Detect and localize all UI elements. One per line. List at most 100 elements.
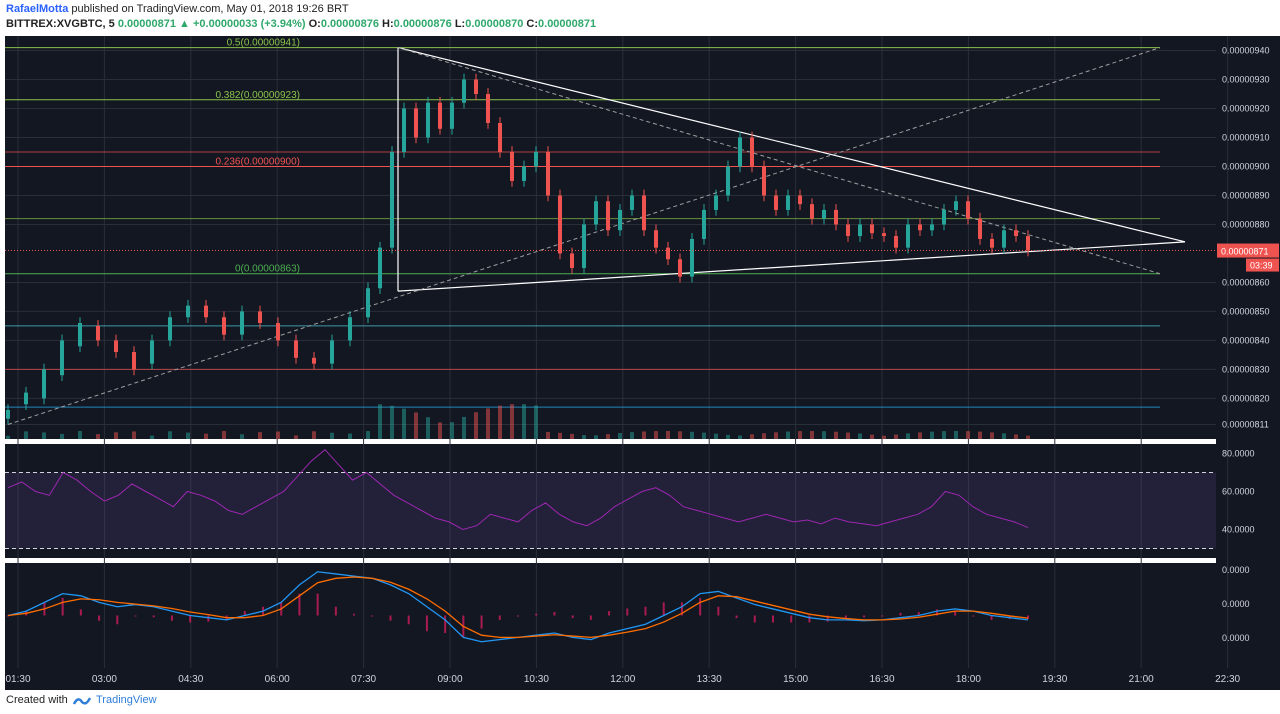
candle-body: [798, 195, 802, 205]
candle-body: [870, 224, 874, 234]
volume-bar: [462, 416, 466, 439]
candle-body: [810, 204, 814, 219]
macd-histogram-bar: [717, 606, 720, 616]
candle-body: [846, 224, 850, 237]
countdown-tag-label: 03:39: [1250, 261, 1273, 271]
candle-body: [510, 151, 514, 181]
macd-histogram-bar: [207, 615, 210, 622]
y-tick-label: 0.00000930: [1222, 74, 1270, 84]
candle-body: [150, 340, 154, 364]
y-tick-label: 0.00000840: [1222, 335, 1270, 345]
candle-body: [882, 233, 886, 237]
y-tick-label: 0.00000890: [1222, 190, 1270, 200]
macd-histogram-bar: [170, 615, 173, 621]
macd-histogram-bar: [498, 615, 501, 620]
macd-histogram-bar: [334, 606, 337, 616]
volume-bar: [498, 405, 502, 439]
triangle-upper-line: [397, 47, 1186, 243]
volume-bar: [390, 405, 394, 439]
candle-body: [714, 195, 718, 210]
candle-body: [834, 209, 838, 225]
volume-bar: [132, 431, 136, 439]
volume-bar: [570, 433, 574, 439]
macd-histogram-bar: [98, 615, 101, 621]
candle-body: [366, 288, 370, 318]
x-tick-label: 15:00: [783, 674, 808, 685]
x-tick-label: 09:00: [437, 674, 462, 685]
macd-histogram-bar: [790, 615, 793, 623]
candle-body: [966, 201, 970, 219]
macd-histogram-bar: [753, 615, 756, 623]
macd-histogram-bar: [881, 615, 884, 617]
candle-body: [642, 195, 646, 231]
volume-bar: [42, 432, 46, 439]
candle-body: [204, 305, 208, 318]
rsi-pane: [5, 444, 1216, 558]
candle-body: [114, 340, 118, 353]
y-tick-label: 0.00000860: [1222, 277, 1270, 287]
macd-histogram-bar: [954, 611, 957, 616]
candle-body: [630, 195, 634, 210]
macd-histogram-bar: [917, 612, 920, 616]
candle-body: [222, 317, 226, 335]
x-tick-label: 19:30: [1042, 674, 1067, 685]
rsi-tick-label: 60.0000: [1222, 487, 1255, 497]
macd-histogram-bar: [990, 615, 993, 620]
published-text: published on TradingView.com, May 01, 20…: [71, 3, 349, 15]
candle-body: [918, 224, 922, 231]
publish-line: RafaelMotta published on TradingView.com…: [6, 3, 349, 15]
candle-body: [474, 79, 478, 94]
volume-bar: [378, 404, 382, 439]
last-price-tag-label: 0.00000871: [1221, 247, 1269, 257]
volume-bar: [702, 432, 706, 439]
candle-body: [330, 340, 334, 364]
tradingview-logo-icon[interactable]: [72, 694, 92, 708]
author-link[interactable]: RafaelMotta: [6, 3, 69, 15]
candle-body: [594, 201, 598, 225]
volume-bar: [966, 431, 970, 439]
macd-histogram-bar: [699, 598, 702, 616]
volume-bar: [882, 435, 886, 439]
y-tick-label: 0.00000910: [1222, 132, 1270, 142]
volume-bar: [204, 433, 208, 439]
candle-body: [726, 166, 730, 196]
macd-histogram-bar: [608, 611, 611, 616]
volume-bar: [846, 432, 850, 439]
volume-bar: [990, 432, 994, 439]
fib-level-label: 0.236(0.00000900): [215, 156, 300, 167]
volume-bar: [348, 433, 352, 439]
close-label: C:: [526, 18, 539, 30]
candle-body: [954, 201, 958, 210]
volume-bar: [510, 404, 514, 439]
triangle-lower-line: [397, 241, 1186, 292]
volume-bar: [618, 433, 622, 439]
volume-bar: [906, 433, 910, 439]
volume-bar: [312, 431, 316, 439]
x-tick-label: 12:00: [610, 674, 635, 685]
x-tick-label: 01:30: [5, 674, 30, 685]
candle-body: [570, 253, 574, 268]
volume-bar: [240, 434, 244, 439]
macd-histogram-bar: [571, 615, 574, 619]
y-tick-label: 0.00000820: [1222, 393, 1270, 403]
candle-body: [522, 166, 526, 181]
macd-histogram-bar: [626, 608, 629, 616]
y-tick-label: 0.00000850: [1222, 306, 1270, 316]
tradingview-brand-link[interactable]: TradingView: [96, 694, 157, 706]
x-tick-label: 06:00: [265, 674, 290, 685]
candle-body: [438, 102, 442, 129]
macd-tick-label: 0.0000: [1222, 633, 1250, 643]
candle-body: [678, 259, 682, 277]
candle-body: [774, 195, 778, 210]
chart-canvas[interactable]: 01:30 03:00 04:30 06:00 07:30 09:00 10:30 12:00…: [0, 36, 1280, 690]
macd-pane: [5, 563, 1216, 668]
candle-body: [690, 238, 694, 277]
macd-histogram-bar: [243, 611, 246, 616]
macd-histogram-bar: [680, 602, 683, 616]
volume-bar: [150, 435, 154, 439]
x-tick-label: 04:30: [178, 674, 203, 685]
macd-histogram-bar: [935, 609, 938, 616]
chart-area[interactable]: 01:30 03:00 04:30 06:00 07:30 09:00 10:30 12:00…: [0, 36, 1280, 690]
volume-bar: [690, 431, 694, 439]
volume-bar: [606, 434, 610, 439]
